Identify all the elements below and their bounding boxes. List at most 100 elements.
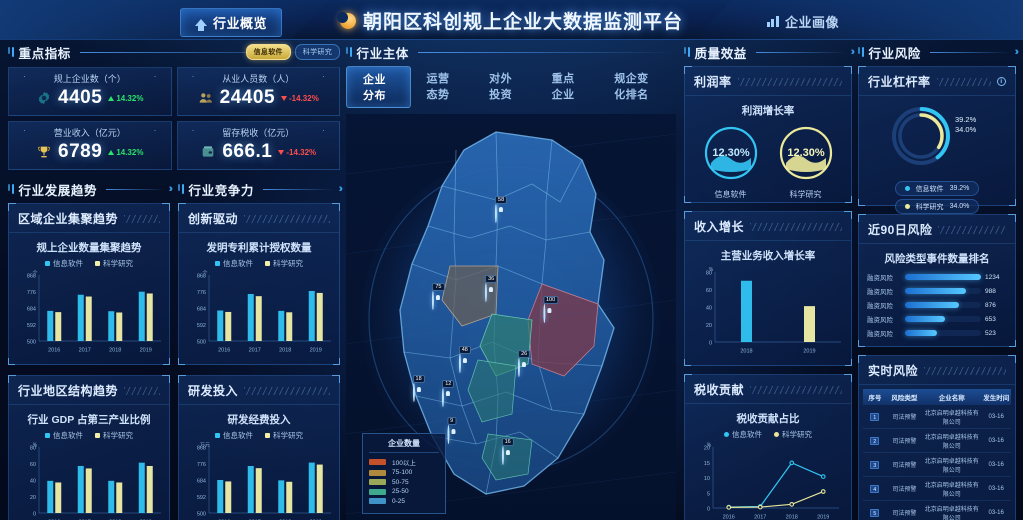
location-pin-icon <box>495 203 498 223</box>
expand-arrows-icon[interactable]: ›› <box>1014 46 1020 58</box>
industry-toggle-group[interactable]: 信息软件 科学研究 <box>245 44 340 60</box>
expand-arrows-icon[interactable]: ›› <box>168 183 174 195</box>
map-marker[interactable]: 36 <box>485 275 498 303</box>
risk-bar-row: 融资风险 988 <box>859 284 1015 298</box>
risk-bar-fill <box>905 288 966 294</box>
risk-bar-fill <box>905 302 959 308</box>
main-tab-bar[interactable]: 企业分布 运营态势 对外投资 重点企业 规企变化排名 <box>346 66 676 108</box>
location-pin-icon <box>447 425 450 445</box>
svg-text:2016: 2016 <box>723 515 735 520</box>
quality-panel: 质量效益 ›› 利润率 利润增长率 12.30% 信息软件 <box>684 42 856 520</box>
hatch-decoration <box>124 214 160 223</box>
rd-bar-chart: 500592684776868万元2016201720182019 <box>197 443 331 520</box>
risk-bar-list: 融资风险 1234 融资风险 988 融资风险 876 融资风险 653 融资风险 523 <box>859 267 1015 346</box>
tab-outbound-investment[interactable]: 对外投资 <box>489 73 513 101</box>
svg-text:500: 500 <box>197 340 206 346</box>
risk-bar-value: 876 <box>985 301 996 309</box>
svg-text:个: 个 <box>32 271 37 277</box>
realtime-risk-card: 实时风险 序号 风险类型 企业名称 发生时间 1 司法预警 北京启明卓越科技有限公司… <box>858 355 1016 520</box>
map-marker[interactable]: 100 <box>543 296 559 323</box>
table-row[interactable]: 5 司法预警 北京启明卓越科技有限公司 03-16 <box>863 501 1011 520</box>
tab-enterprise-distribution[interactable]: 企业分布 <box>346 66 411 108</box>
chart-legend: 信息软件 科学研究 <box>685 429 851 440</box>
risk-bar-fill <box>905 274 981 280</box>
innovation-card: 创新驱动 发明专利累计授权数量 信息软件 科学研究 500 592 684 776 86… <box>178 203 340 365</box>
leverage-value-2: 34.0% <box>955 125 977 134</box>
map-marker[interactable]: 26 <box>518 350 531 378</box>
compete-panel-title: 行业竞争力 ›› <box>178 179 344 199</box>
hatch-decoration <box>924 366 1006 375</box>
cell-index: 1 <box>863 405 887 429</box>
info-icon[interactable]: i <box>997 77 1006 86</box>
svg-text:20: 20 <box>706 323 712 329</box>
svg-text:868: 868 <box>197 274 206 280</box>
svg-text:40: 40 <box>30 479 36 485</box>
chart-title: 行业 GDP 占第三产业比例 <box>27 414 151 426</box>
page-title: 朝阳区科创规上企业大数据监测平台 <box>0 7 1023 35</box>
svg-text:500: 500 <box>27 340 36 346</box>
svg-text:20: 20 <box>30 495 36 501</box>
kpi-delta: -14.32% <box>278 148 316 157</box>
tab-enterprise-profile[interactable]: 企业画像 <box>753 8 853 35</box>
legend-item: 科学研究 34.0% <box>894 199 980 214</box>
svg-text:%: % <box>709 267 714 273</box>
leverage-card: 行业杠杆率 i 39.2% 34.0% 信息软件 39.2% 科学研究 34.0% <box>858 66 1016 214</box>
col-risk-type: 风险类型 <box>886 389 923 405</box>
location-pin-icon <box>412 383 415 403</box>
location-pin-icon <box>543 304 545 323</box>
expand-arrows-icon[interactable]: ›› <box>850 46 856 58</box>
risk-type-label: 融资风险 <box>867 317 893 324</box>
svg-text:684: 684 <box>197 307 206 313</box>
toggle-sci-research[interactable]: 科学研究 <box>294 44 340 60</box>
risk-panel-title: 行业风险 ›› <box>858 42 1020 62</box>
gauge-info-software: 12.30% 信息软件 <box>701 123 761 200</box>
table-row[interactable]: 3 司法预警 北京启明卓越科技有限公司 03-16 <box>863 453 1011 477</box>
map-marker[interactable]: 12 <box>442 379 455 407</box>
expand-arrows-icon[interactable]: ›› <box>338 183 344 195</box>
table-row[interactable]: 1 司法预警 北京启明卓越科技有限公司 03-16 <box>863 405 1011 429</box>
toggle-info-software[interactable]: 信息软件 <box>245 44 291 60</box>
tax-contribution-card: 税收贡献 税收贡献占比 信息软件 科学研究 0 5 10 15 20% 2016 2017 2… <box>684 374 852 520</box>
map-marker[interactable]: 9 <box>447 417 457 445</box>
cell-index: 5 <box>863 501 887 520</box>
cell-index: 3 <box>863 453 887 477</box>
table-row[interactable]: 4 司法预警 北京启明卓越科技有限公司 03-16 <box>863 477 1011 501</box>
svg-text:592: 592 <box>197 495 206 501</box>
people-icon <box>199 93 212 103</box>
risk-bar-value: 1234 <box>985 273 1000 281</box>
map-marker[interactable]: 75 <box>432 283 445 311</box>
svg-text:5: 5 <box>707 491 710 497</box>
gauge-value: 12.30% <box>787 147 825 159</box>
map-marker[interactable]: 18 <box>412 375 425 403</box>
tab-industry-overview[interactable]: 行业概览 <box>180 8 283 37</box>
kpi-card-enterprises[interactable]: 规上企业数（个） 4405 14.32% <box>8 67 172 116</box>
profit-rate-card: 利润率 利润增长率 12.30% 信息软件 12.30% 科学研究 <box>684 66 852 203</box>
table-row[interactable]: 2 司法预警 北京启明卓越科技有限公司 03-16 <box>863 429 1011 453</box>
district-map[interactable]: 58 75 36 100 48 26 18 12 9 16 企业数量 <box>346 114 676 520</box>
compete-panel: 行业竞争力 ›› 创新驱动 发明专利累计授权数量 信息软件 科学研究 500 59… <box>178 179 344 520</box>
col-company: 企业名称 <box>922 389 982 405</box>
risk-bar-track <box>905 288 981 294</box>
map-marker[interactable]: 48 <box>458 346 471 374</box>
title-bars-icon <box>178 184 184 194</box>
revenue-bar-chart: 0 20 40 60 80% 2018 2019 <box>706 267 841 355</box>
kpi-delta: 14.32% <box>108 148 143 157</box>
gdp-structure-card: 行业地区结构趋势 行业 GDP 占第三产业比例 信息软件 科学研究 0 20 40 6… <box>8 375 170 520</box>
cell-company: 北京启明卓越科技有限公司 <box>924 434 979 450</box>
kpi-card-tax[interactable]: 留存税收（亿元） 666.1 -14.32% <box>176 121 340 170</box>
kpi-card-employees[interactable]: 从业人员数（人） 24405 -14.32% <box>176 67 340 116</box>
cell-risk-type: 司法预警 <box>892 415 917 421</box>
profit-gauges: 12.30% 信息软件 12.30% 科学研究 <box>685 119 851 202</box>
svg-text:60: 60 <box>706 288 712 294</box>
tab-scale-change-ranking[interactable]: 规企变化排名 <box>614 73 649 101</box>
location-pin-icon <box>485 283 488 303</box>
kpi-card-revenue[interactable]: 营业收入（亿元） 6789 14.32% <box>8 121 172 170</box>
svg-text:%: % <box>33 443 38 449</box>
tab-operation-status[interactable]: 运营态势 <box>426 73 450 101</box>
chart-title: 发明专利累计授权数量 <box>206 242 312 254</box>
realtime-risk-table[interactable]: 序号 风险类型 企业名称 发生时间 1 司法预警 北京启明卓越科技有限公司 03-16… <box>863 389 1011 520</box>
map-marker[interactable]: 58 <box>495 195 508 223</box>
tab-key-enterprises[interactable]: 重点企业 <box>551 73 575 101</box>
map-marker[interactable]: 16 <box>501 438 514 466</box>
